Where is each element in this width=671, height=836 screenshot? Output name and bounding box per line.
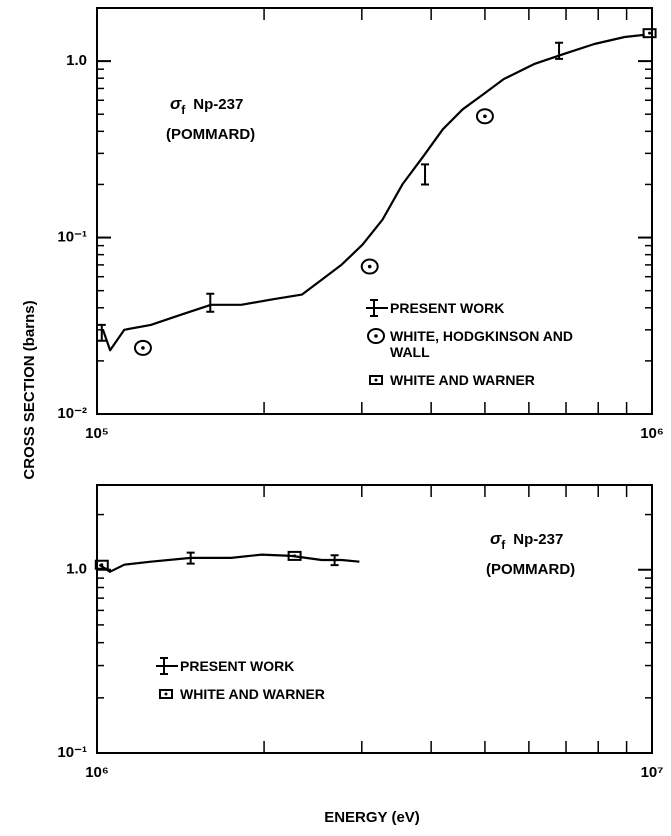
data-line (98, 553, 360, 573)
marker-dot (141, 346, 145, 350)
legend-symbol (160, 657, 168, 675)
legend-entry: WHITE AND WARNER (390, 372, 535, 388)
plot-frame (96, 484, 653, 754)
x-tick-label: 10⁶ (640, 425, 664, 442)
marker-ring (367, 328, 385, 344)
marker-box (642, 28, 657, 39)
y-tick-label: 1.0 (66, 52, 87, 69)
annotation-symbol: σ (490, 529, 502, 548)
annotation-label: Np-237 (513, 531, 563, 548)
marker-box (287, 550, 302, 561)
y-tick-label: 1.0 (66, 561, 87, 578)
error-bar (421, 163, 430, 186)
data-line (101, 33, 645, 352)
error-bar (97, 323, 106, 342)
legend-label: PRESENT WORK (390, 300, 505, 316)
legend-label: WHITE AND WARNER (180, 686, 325, 702)
marker-dot (367, 264, 372, 269)
marker (360, 258, 379, 275)
marker (642, 28, 657, 39)
annotation: σf Np-237 (170, 94, 243, 117)
marker-dot (374, 334, 378, 338)
legend-label: PRESENT WORK (180, 658, 295, 674)
y-tick-label: 10⁻¹ (57, 229, 87, 246)
x-tick-label: 10⁶ (85, 764, 109, 781)
marker (287, 550, 302, 561)
annotation: σf Np-237 (490, 529, 563, 552)
x-tick-label: 10⁷ (641, 764, 664, 781)
marker (94, 559, 109, 570)
x-tick-label: 10⁵ (85, 425, 109, 442)
annotation-subscript: f (181, 103, 186, 117)
marker (475, 108, 494, 125)
marker (133, 339, 152, 356)
x-axis-label: ENERGY (eV) (324, 809, 420, 826)
y-axis-label: CROSS SECTION (barns) (21, 300, 38, 479)
marker-dot (374, 378, 378, 382)
marker-dot (293, 554, 297, 558)
error-bar (330, 554, 339, 567)
error-bar (555, 41, 564, 60)
marker-box (159, 689, 173, 699)
marker-box (94, 559, 109, 570)
legend-entry: PRESENT WORK (390, 300, 505, 316)
marker-dot (100, 563, 104, 567)
legend-symbol (367, 328, 385, 344)
marker-box (369, 375, 383, 385)
legend-label: WHITE AND WARNER (390, 372, 535, 388)
annotation-subscript: f (501, 538, 506, 552)
plot-frame (96, 7, 653, 415)
annotation-note: (POMMARD) (486, 561, 575, 578)
legend-entry: WHITE, HODGKINSON AND WALL (390, 328, 574, 360)
legend-symbol (159, 689, 173, 699)
annotation-note: (POMMARD) (166, 126, 255, 143)
legend-symbol (369, 375, 383, 385)
error-bar (186, 551, 195, 565)
marker-dot (648, 31, 652, 35)
legend-entry: WHITE AND WARNER (180, 686, 325, 702)
legend-label: WHITE, HODGKINSON AND WALL (390, 328, 574, 360)
annotation-label: Np-237 (193, 96, 243, 113)
legend-entry: PRESENT WORK (180, 658, 295, 674)
annotation-symbol: σ (170, 94, 182, 113)
marker-ring (475, 108, 494, 125)
marker-dot (483, 114, 487, 119)
legend-symbol (370, 299, 378, 317)
y-tick-label: 10⁻¹ (57, 744, 87, 761)
marker-dot (164, 692, 168, 696)
marker-ring (360, 258, 379, 275)
error-bar (206, 292, 215, 313)
y-tick-label: 10⁻² (57, 405, 87, 422)
marker-ring (133, 339, 152, 356)
